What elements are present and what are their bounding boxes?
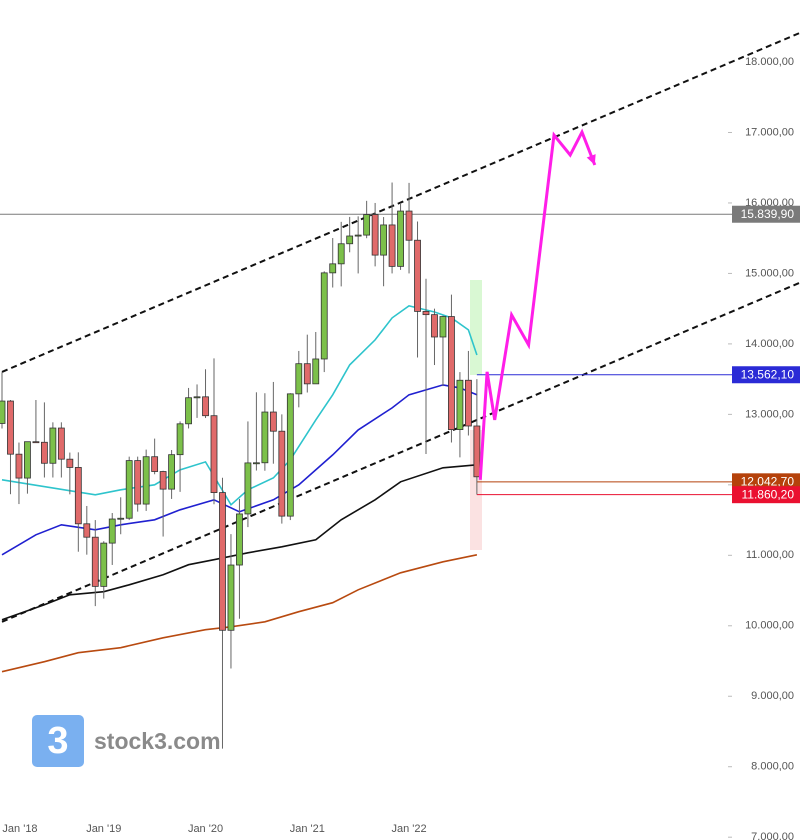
candle-body xyxy=(142,456,150,505)
candle-body xyxy=(236,513,243,566)
candle-body xyxy=(380,224,388,256)
candle-body xyxy=(278,430,286,517)
candle-body xyxy=(125,460,133,519)
candle-body xyxy=(117,517,125,520)
range-highlight xyxy=(470,280,482,375)
candle-body xyxy=(57,427,65,460)
candle-body xyxy=(346,235,354,245)
candle-body xyxy=(15,453,23,479)
candle-body xyxy=(456,379,464,430)
y-tick-label: 14.000,00 xyxy=(745,338,794,350)
candle-body xyxy=(168,454,176,490)
candle-body xyxy=(354,234,362,237)
projection-arrowhead xyxy=(586,154,596,166)
y-tick-label: 18.000,00 xyxy=(745,56,794,68)
level-box xyxy=(732,366,800,384)
candle-body xyxy=(261,411,269,464)
level-label: 15.839,90 xyxy=(741,207,795,221)
candle-body xyxy=(303,363,311,385)
candle-body xyxy=(337,243,345,265)
candle-body xyxy=(134,460,142,505)
candle-body xyxy=(414,239,421,312)
candle-body xyxy=(329,263,337,274)
level-label: 12.042,70 xyxy=(741,474,795,488)
y-tick-label: 13.000,00 xyxy=(745,408,794,420)
trend-line xyxy=(1,281,800,623)
x-tick-label: Jan '19 xyxy=(86,823,121,835)
candle-body xyxy=(151,456,159,472)
candle-body xyxy=(210,415,218,493)
level-label: 11.860,20 xyxy=(742,487,795,501)
candle-body xyxy=(244,462,252,515)
candle-body xyxy=(252,462,260,465)
candle-body xyxy=(439,316,447,338)
candle-body xyxy=(0,400,6,424)
logo-glyph: 3 xyxy=(47,720,68,762)
level-box xyxy=(732,205,800,223)
candle-body xyxy=(312,358,320,385)
candle-body xyxy=(388,224,396,267)
moving-average xyxy=(1,554,478,673)
candle-body xyxy=(397,210,404,267)
candle-body xyxy=(66,458,74,468)
moving-average xyxy=(1,305,478,507)
candle-body xyxy=(431,314,438,338)
candle-body xyxy=(74,467,82,525)
candle-body xyxy=(320,272,328,360)
candle-body xyxy=(371,214,379,256)
candle-body xyxy=(185,397,192,425)
candle-body xyxy=(295,363,303,395)
candle-body xyxy=(108,518,116,544)
level-box xyxy=(732,473,800,491)
x-tick-label: Jan '20 xyxy=(188,823,223,835)
logo xyxy=(32,715,84,767)
candle-body xyxy=(269,411,277,432)
y-tick-label: 15.000,00 xyxy=(745,267,794,279)
trend-line xyxy=(1,31,800,373)
candle-body xyxy=(227,564,235,631)
x-tick-label: Jan '22 xyxy=(391,823,426,835)
candle-body xyxy=(159,471,167,490)
candle-body xyxy=(286,393,294,517)
candle-body xyxy=(464,379,472,427)
level-box xyxy=(732,486,800,504)
candle-body xyxy=(24,441,31,479)
x-tick-label: Jan '21 xyxy=(290,823,325,835)
candle-body xyxy=(83,523,91,538)
y-tick-label: 7.000,00 xyxy=(751,831,794,840)
y-tick-label: 11.000,00 xyxy=(746,549,794,561)
y-tick-label: 17.000,00 xyxy=(745,126,794,138)
watermark: stock3.com xyxy=(94,728,221,754)
candle-body xyxy=(422,311,430,316)
candle-body xyxy=(405,210,413,241)
projection-line xyxy=(478,128,597,480)
candle-body xyxy=(91,536,99,587)
y-tick-label: 10.000,00 xyxy=(745,620,794,632)
candle-body xyxy=(32,441,40,444)
candle-body xyxy=(100,542,108,587)
candle-body xyxy=(41,441,48,464)
candle-body xyxy=(448,316,455,430)
candle-body xyxy=(7,400,14,455)
candle-body xyxy=(473,425,481,478)
candle-body xyxy=(49,427,57,464)
level-label: 13.562,10 xyxy=(741,367,795,381)
candle-body xyxy=(219,492,226,631)
y-tick-label: 9.000,00 xyxy=(751,690,794,702)
candle-body xyxy=(193,396,201,399)
candle-body xyxy=(176,423,184,456)
candle-body xyxy=(202,396,209,417)
candle-body xyxy=(363,214,371,236)
y-tick-label: 8.000,00 xyxy=(751,761,794,773)
x-tick-label: Jan '18 xyxy=(2,823,37,835)
